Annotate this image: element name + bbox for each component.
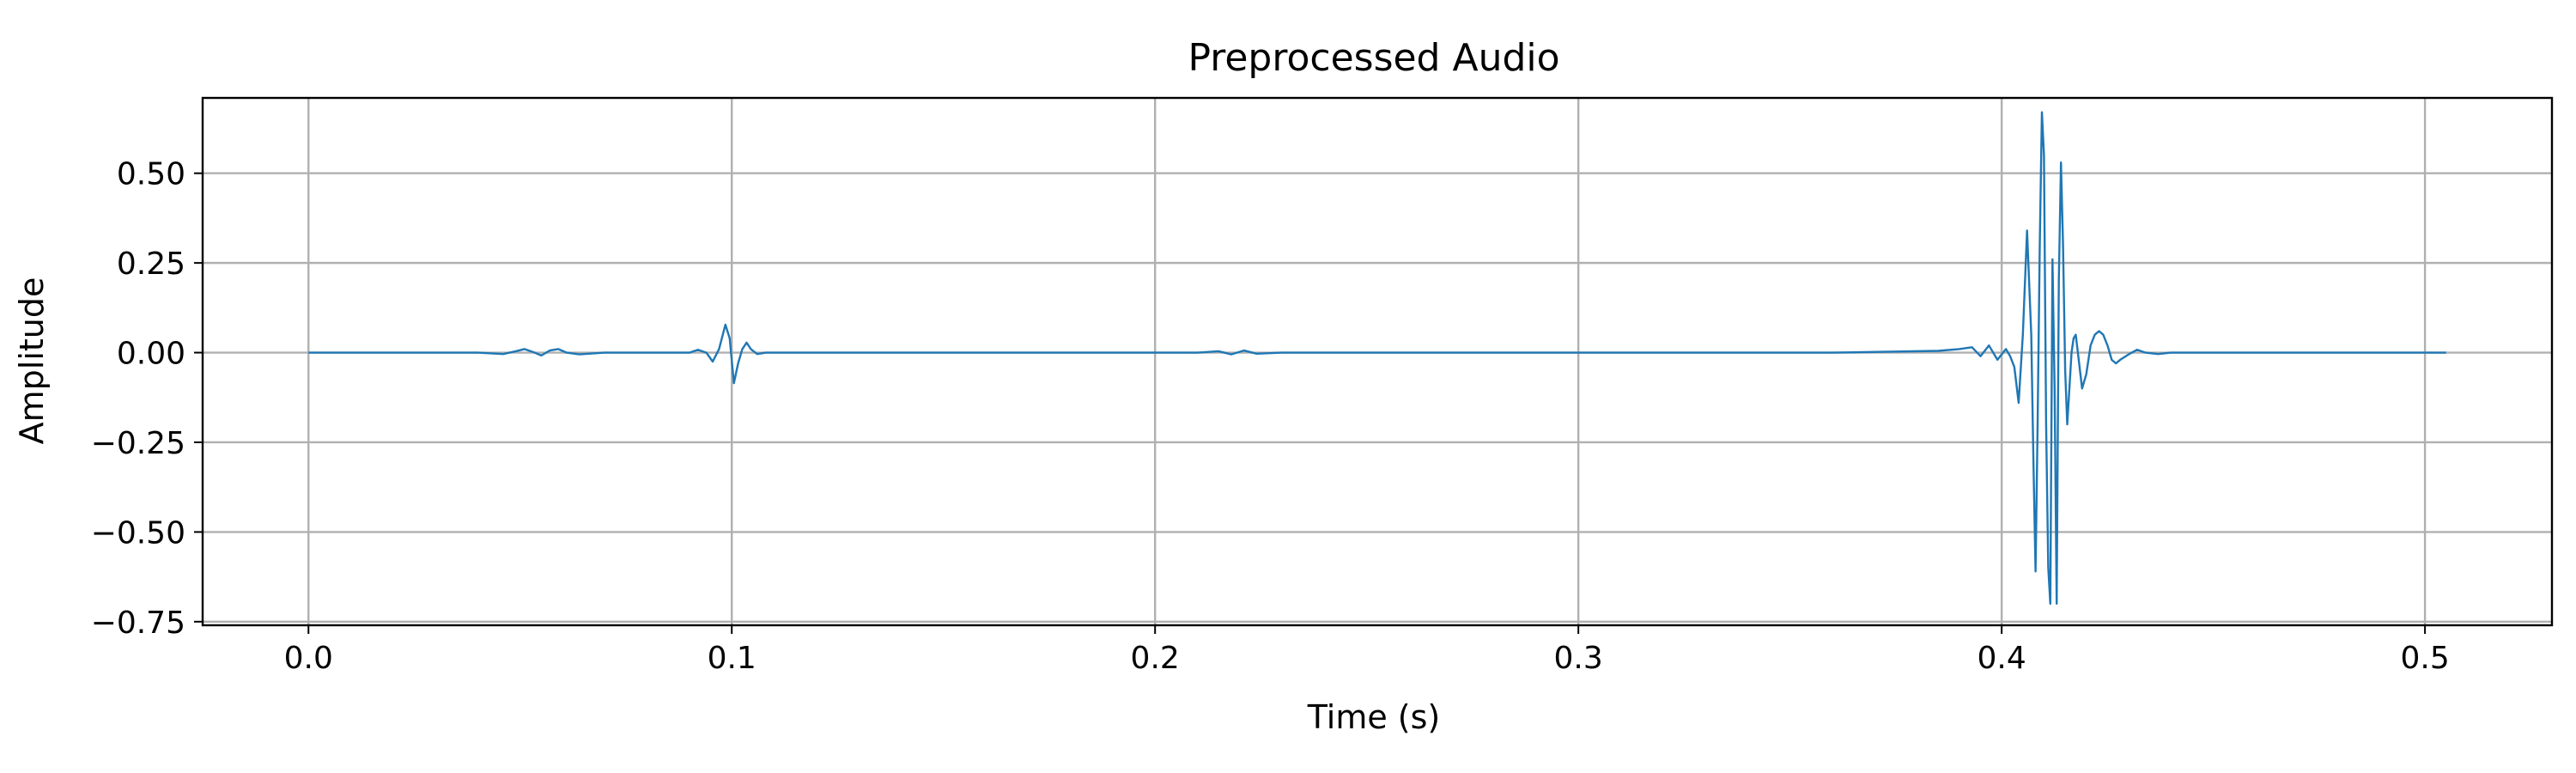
y-tick-label: −0.50: [91, 515, 185, 551]
chart-title: Preprocessed Audio: [1188, 36, 1559, 80]
x-tick-label: 0.2: [1131, 641, 1180, 676]
y-tick-label: 0.50: [117, 157, 185, 192]
plot-frame: [201, 96, 2554, 627]
x-tick-label: 0.0: [284, 641, 333, 676]
x-tick-label: 0.1: [708, 641, 756, 676]
y-tick-label: −0.75: [91, 606, 185, 641]
y-axis-label: Amplitude: [13, 277, 51, 445]
x-tick-label: 0.3: [1554, 641, 1603, 676]
x-axis-ticks: 0.0 0.1 0.2 0.3 0.4 0.5: [284, 625, 2450, 676]
y-tick-label: 0.25: [117, 247, 185, 282]
y-tick-label: 0.00: [117, 337, 185, 372]
grid-lines: [203, 98, 2552, 625]
x-axis-label: Time (s): [1307, 698, 1441, 736]
x-tick-label: 0.5: [2400, 641, 2449, 676]
x-tick-label: 0.4: [1978, 641, 2026, 676]
y-axis-ticks: 0.50 0.25 0.00 −0.25 −0.50 −0.75: [91, 157, 203, 641]
waveform-line: [308, 111, 2446, 606]
y-tick-label: −0.25: [91, 426, 185, 461]
